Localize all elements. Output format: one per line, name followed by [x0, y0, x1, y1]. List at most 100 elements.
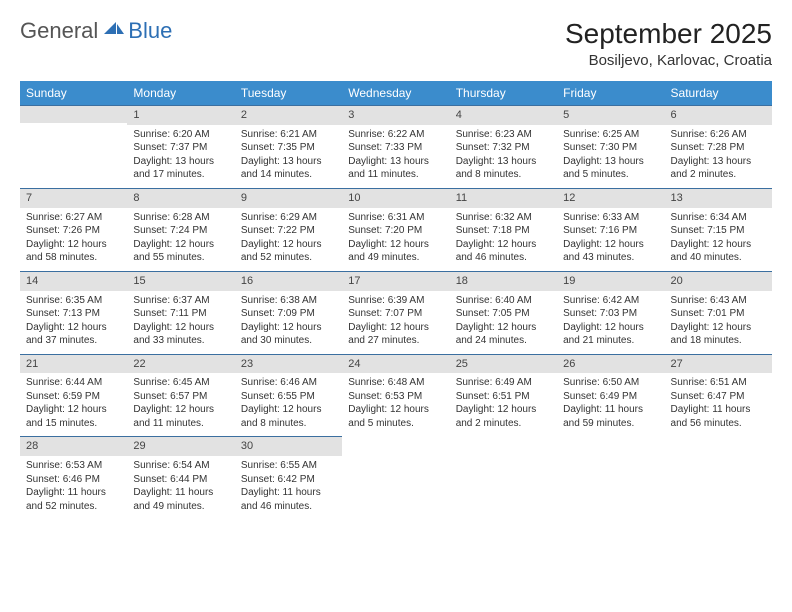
sail-icon: [102, 20, 126, 43]
day1-text: Daylight: 12 hours: [26, 403, 121, 417]
day-details: Sunrise: 6:25 AMSunset: 7:30 PMDaylight:…: [557, 125, 664, 188]
sunset-text: Sunset: 7:01 PM: [671, 307, 766, 321]
day2-text: and 8 minutes.: [456, 168, 551, 182]
day2-text: and 52 minutes.: [241, 251, 336, 265]
day-details: Sunrise: 6:20 AMSunset: 7:37 PMDaylight:…: [127, 125, 234, 188]
day2-text: and 24 minutes.: [456, 334, 551, 348]
day-details: Sunrise: 6:28 AMSunset: 7:24 PMDaylight:…: [127, 208, 234, 271]
sunrise-text: Sunrise: 6:29 AM: [241, 211, 336, 225]
sunset-text: Sunset: 7:32 PM: [456, 141, 551, 155]
sunset-text: Sunset: 6:42 PM: [241, 473, 336, 487]
day-details: Sunrise: 6:22 AMSunset: 7:33 PMDaylight:…: [342, 125, 449, 188]
day1-text: Daylight: 12 hours: [26, 238, 121, 252]
day1-text: Daylight: 12 hours: [348, 321, 443, 335]
sunset-text: Sunset: 7:11 PM: [133, 307, 228, 321]
calendar-day-cell: 1Sunrise: 6:20 AMSunset: 7:37 PMDaylight…: [127, 105, 234, 188]
day-number-bar: 20: [665, 271, 772, 291]
day-number-bar: 6: [665, 105, 772, 125]
sunset-text: Sunset: 7:26 PM: [26, 224, 121, 238]
sunrise-text: Sunrise: 6:53 AM: [26, 459, 121, 473]
sunrise-text: Sunrise: 6:50 AM: [563, 376, 658, 390]
sunset-text: Sunset: 6:59 PM: [26, 390, 121, 404]
weekday-header: Monday: [127, 81, 234, 105]
calendar-day-cell: 3Sunrise: 6:22 AMSunset: 7:33 PMDaylight…: [342, 105, 449, 188]
brand-logo: General Blue: [20, 18, 172, 44]
sunrise-text: Sunrise: 6:43 AM: [671, 294, 766, 308]
sunset-text: Sunset: 7:24 PM: [133, 224, 228, 238]
day-number-bar: 27: [665, 354, 772, 374]
day2-text: and 14 minutes.: [241, 168, 336, 182]
brand-part2: Blue: [128, 18, 172, 44]
day1-text: Daylight: 12 hours: [26, 321, 121, 335]
sunset-text: Sunset: 7:07 PM: [348, 307, 443, 321]
sunset-text: Sunset: 7:15 PM: [671, 224, 766, 238]
calendar-day-cell: 30Sunrise: 6:55 AMSunset: 6:42 PMDayligh…: [235, 436, 342, 519]
sunset-text: Sunset: 6:55 PM: [241, 390, 336, 404]
day-details: Sunrise: 6:38 AMSunset: 7:09 PMDaylight:…: [235, 291, 342, 354]
day-details: Sunrise: 6:32 AMSunset: 7:18 PMDaylight:…: [450, 208, 557, 271]
month-title: September 2025: [565, 18, 772, 50]
day2-text: and 59 minutes.: [563, 417, 658, 431]
day1-text: Daylight: 12 hours: [671, 238, 766, 252]
sunset-text: Sunset: 7:28 PM: [671, 141, 766, 155]
calendar-day-cell: [450, 436, 557, 519]
day-number-bar: 26: [557, 354, 664, 374]
day-number-bar-empty: [20, 105, 127, 123]
day2-text: and 18 minutes.: [671, 334, 766, 348]
calendar-day-cell: 6Sunrise: 6:26 AMSunset: 7:28 PMDaylight…: [665, 105, 772, 188]
calendar-day-cell: 18Sunrise: 6:40 AMSunset: 7:05 PMDayligh…: [450, 271, 557, 354]
calendar-day-cell: 15Sunrise: 6:37 AMSunset: 7:11 PMDayligh…: [127, 271, 234, 354]
sunrise-text: Sunrise: 6:54 AM: [133, 459, 228, 473]
day2-text: and 52 minutes.: [26, 500, 121, 514]
day-details: Sunrise: 6:23 AMSunset: 7:32 PMDaylight:…: [450, 125, 557, 188]
day-number-bar: 24: [342, 354, 449, 374]
day1-text: Daylight: 12 hours: [348, 403, 443, 417]
calendar-day-cell: 22Sunrise: 6:45 AMSunset: 6:57 PMDayligh…: [127, 354, 234, 437]
sunrise-text: Sunrise: 6:33 AM: [563, 211, 658, 225]
calendar-day-cell: 17Sunrise: 6:39 AMSunset: 7:07 PMDayligh…: [342, 271, 449, 354]
day-details: Sunrise: 6:53 AMSunset: 6:46 PMDaylight:…: [20, 456, 127, 519]
day2-text: and 21 minutes.: [563, 334, 658, 348]
sunrise-text: Sunrise: 6:55 AM: [241, 459, 336, 473]
day1-text: Daylight: 12 hours: [133, 403, 228, 417]
calendar-week-row: 14Sunrise: 6:35 AMSunset: 7:13 PMDayligh…: [20, 271, 772, 354]
sunset-text: Sunset: 7:03 PM: [563, 307, 658, 321]
calendar-day-cell: 23Sunrise: 6:46 AMSunset: 6:55 PMDayligh…: [235, 354, 342, 437]
sunset-text: Sunset: 6:51 PM: [456, 390, 551, 404]
calendar-day-cell: [557, 436, 664, 519]
day-number-bar: 2: [235, 105, 342, 125]
day-number-bar: 1: [127, 105, 234, 125]
calendar-week-row: 21Sunrise: 6:44 AMSunset: 6:59 PMDayligh…: [20, 354, 772, 437]
calendar-day-cell: 24Sunrise: 6:48 AMSunset: 6:53 PMDayligh…: [342, 354, 449, 437]
weekday-header: Saturday: [665, 81, 772, 105]
day-details: Sunrise: 6:46 AMSunset: 6:55 PMDaylight:…: [235, 373, 342, 436]
day-number-bar: 16: [235, 271, 342, 291]
calendar-day-cell: 20Sunrise: 6:43 AMSunset: 7:01 PMDayligh…: [665, 271, 772, 354]
sunset-text: Sunset: 7:35 PM: [241, 141, 336, 155]
day2-text: and 8 minutes.: [241, 417, 336, 431]
day1-text: Daylight: 12 hours: [241, 403, 336, 417]
day-number-bar: 3: [342, 105, 449, 125]
day2-text: and 17 minutes.: [133, 168, 228, 182]
sunrise-text: Sunrise: 6:40 AM: [456, 294, 551, 308]
calendar-day-cell: [20, 105, 127, 188]
calendar-day-cell: 11Sunrise: 6:32 AMSunset: 7:18 PMDayligh…: [450, 188, 557, 271]
day-number-bar: 17: [342, 271, 449, 291]
day-number-bar: 15: [127, 271, 234, 291]
day-number-bar: 9: [235, 188, 342, 208]
day1-text: Daylight: 13 hours: [563, 155, 658, 169]
day-details: Sunrise: 6:48 AMSunset: 6:53 PMDaylight:…: [342, 373, 449, 436]
sunset-text: Sunset: 6:44 PM: [133, 473, 228, 487]
day1-text: Daylight: 12 hours: [563, 321, 658, 335]
day2-text: and 43 minutes.: [563, 251, 658, 265]
sunrise-text: Sunrise: 6:25 AM: [563, 128, 658, 142]
sunset-text: Sunset: 7:13 PM: [26, 307, 121, 321]
weekday-header: Wednesday: [342, 81, 449, 105]
day-number-bar: 30: [235, 436, 342, 456]
day-number-bar: 5: [557, 105, 664, 125]
day-details: Sunrise: 6:49 AMSunset: 6:51 PMDaylight:…: [450, 373, 557, 436]
weekday-header: Friday: [557, 81, 664, 105]
day2-text: and 55 minutes.: [133, 251, 228, 265]
calendar-day-cell: 13Sunrise: 6:34 AMSunset: 7:15 PMDayligh…: [665, 188, 772, 271]
day-number-bar: 11: [450, 188, 557, 208]
